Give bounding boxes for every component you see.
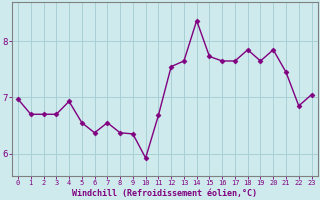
X-axis label: Windchill (Refroidissement éolien,°C): Windchill (Refroidissement éolien,°C)	[72, 189, 257, 198]
